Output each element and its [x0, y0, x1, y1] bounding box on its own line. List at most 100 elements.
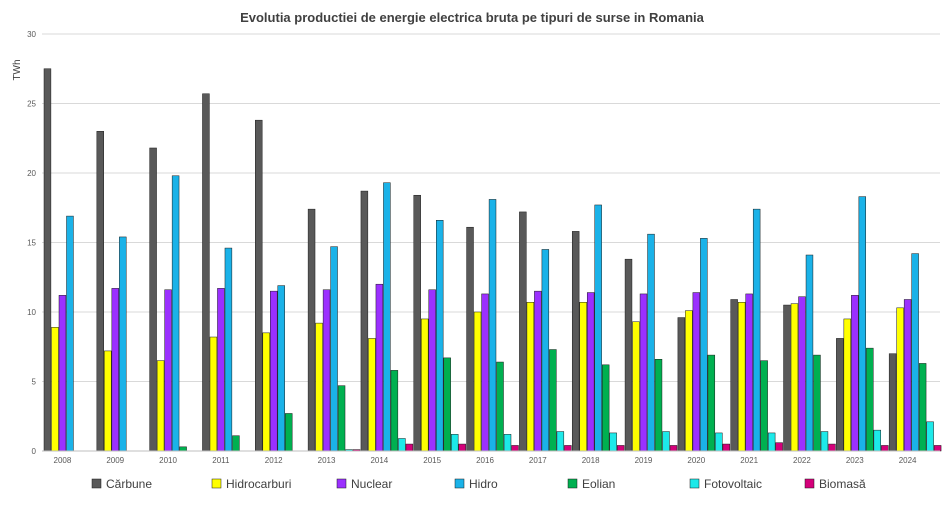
y-tick-label: 10 [27, 308, 36, 317]
legend-label: Nuclear [351, 477, 392, 491]
bar-eolian-2022 [813, 354, 821, 452]
x-tick-label: 2023 [846, 456, 864, 465]
legend-label: Fotovoltaic [704, 477, 762, 491]
bar-hidrocarburi-2022 [790, 303, 799, 452]
x-tick-label: 2024 [899, 456, 917, 465]
bar-hidro-2009 [119, 236, 127, 452]
bar-cărbune-2015 [413, 194, 421, 452]
bar-cărbune-2018 [571, 231, 580, 452]
bar-hidrocarburi-2009 [104, 350, 112, 452]
y-tick-label: 20 [27, 169, 36, 178]
legend-swatch [689, 478, 700, 489]
bar-hidro-2020 [700, 238, 708, 452]
legend: Cărbune Hidrocarburi Nuclear Hidro Eolian Fot… [91, 477, 866, 491]
y-tick-label: 15 [27, 239, 36, 248]
y-tick-label: 30 [27, 30, 36, 39]
bar-nuclear-2011 [217, 288, 225, 452]
bar-hidrocarburi-2014 [368, 338, 376, 452]
bar-nuclear-2008 [58, 295, 67, 452]
bar-hidro-2022 [805, 254, 814, 452]
bar-nuclear-2012 [270, 290, 278, 452]
bar-hidro-2019 [647, 233, 655, 452]
bar-biomasă-2018 [616, 445, 625, 452]
bar-hidrocarburi-2016 [473, 311, 482, 452]
bar-fotovoltaic-2019 [662, 431, 670, 452]
bar-hidro-2014 [383, 182, 391, 452]
bar-hidro-2011 [224, 247, 233, 452]
bar-biomasă-2015 [458, 443, 466, 452]
x-tick-label: 2021 [740, 456, 758, 465]
bar-nuclear-2021 [745, 293, 753, 452]
bar-eolian-2013 [337, 385, 346, 452]
bar-fotovoltaic-2024 [926, 421, 934, 452]
bar-eolian-2010 [179, 446, 187, 452]
x-tick-label: 2022 [793, 456, 811, 465]
bar-nuclear-2020 [692, 292, 701, 452]
bar-hidro-2021 [752, 208, 761, 452]
bar-eolian-2020 [707, 354, 716, 452]
bar-cărbune-2012 [255, 119, 263, 452]
bar-hidro-2018 [594, 204, 602, 452]
x-tick-label: 2018 [582, 456, 600, 465]
bar-cărbune-2009 [96, 131, 104, 452]
bar-hidro-2016 [488, 199, 497, 452]
chart-title: Evolutia productiei de energie electrica… [240, 10, 705, 25]
bar-biomasă-2023 [881, 445, 889, 452]
bar-hidro-2012 [277, 285, 285, 452]
x-tick-label: 2015 [423, 456, 441, 465]
x-tick-label: 2016 [476, 456, 494, 465]
bar-cărbune-2014 [360, 190, 369, 452]
bar-eolian-2012 [285, 413, 293, 452]
bar-eolian-2011 [232, 435, 240, 452]
x-tick-label: 2020 [687, 456, 705, 465]
bar-cărbune-2021 [730, 299, 738, 452]
bar-nuclear-2023 [851, 295, 859, 452]
bar-biomasă-2024 [933, 445, 942, 452]
bar-cărbune-2008 [43, 68, 52, 452]
bar-nuclear-2009 [111, 288, 119, 452]
x-tick-label: 2017 [529, 456, 547, 465]
bar-fotovoltaic-2021 [767, 432, 776, 452]
legend-swatch [454, 478, 465, 489]
bar-cărbune-2017 [519, 211, 527, 452]
legend-swatch [91, 478, 102, 489]
legend-swatch [336, 478, 347, 489]
legend-swatch [804, 478, 815, 489]
bar-hidrocarburi-2013 [315, 322, 323, 452]
bar-eolian-2024 [918, 363, 927, 452]
bar-nuclear-2019 [639, 293, 648, 452]
x-tick-label: 2011 [212, 456, 230, 465]
bar-nuclear-2010 [164, 289, 172, 452]
x-axis-ticks: 2008 2009 2010 2011 2012 2013 2014 2015 2016 2017… [42, 450, 940, 465]
bar-hidrocarburi-2008 [51, 327, 59, 452]
bar-cărbune-2022 [783, 304, 791, 452]
bar-hidro-2010 [171, 175, 180, 452]
bar-hidro-2015 [436, 220, 444, 452]
bar-fotovoltaic-2018 [609, 432, 617, 452]
x-tick-label: 2019 [635, 456, 653, 465]
bar-hidrocarburi-2021 [737, 302, 746, 452]
bar-hidrocarburi-2015 [421, 318, 429, 452]
bar-biomasă-2020 [722, 443, 731, 452]
bar-cărbune-2020 [677, 317, 686, 452]
bar-biomasă-2017 [564, 445, 572, 452]
bar-cărbune-2016 [466, 226, 474, 452]
y-tick-label: 5 [32, 378, 37, 387]
bar-hidro-2013 [330, 246, 338, 452]
bar-eolian-2014 [390, 370, 399, 452]
bar-biomasă-2019 [669, 445, 678, 452]
bar-fotovoltaic-2015 [451, 434, 459, 452]
bar-fotovoltaic-2022 [820, 431, 829, 452]
bars [43, 68, 942, 452]
legend-label: Hidrocarburi [226, 477, 291, 491]
bar-cărbune-2024 [888, 353, 897, 452]
bar-fotovoltaic-2016 [503, 434, 512, 452]
x-tick-label: 2010 [159, 456, 177, 465]
bar-nuclear-2024 [903, 299, 912, 452]
bar-hidro-2024 [911, 253, 919, 452]
bar-nuclear-2018 [586, 292, 595, 452]
bar-eolian-2017 [549, 349, 557, 452]
bar-fotovoltaic-2017 [556, 431, 565, 452]
